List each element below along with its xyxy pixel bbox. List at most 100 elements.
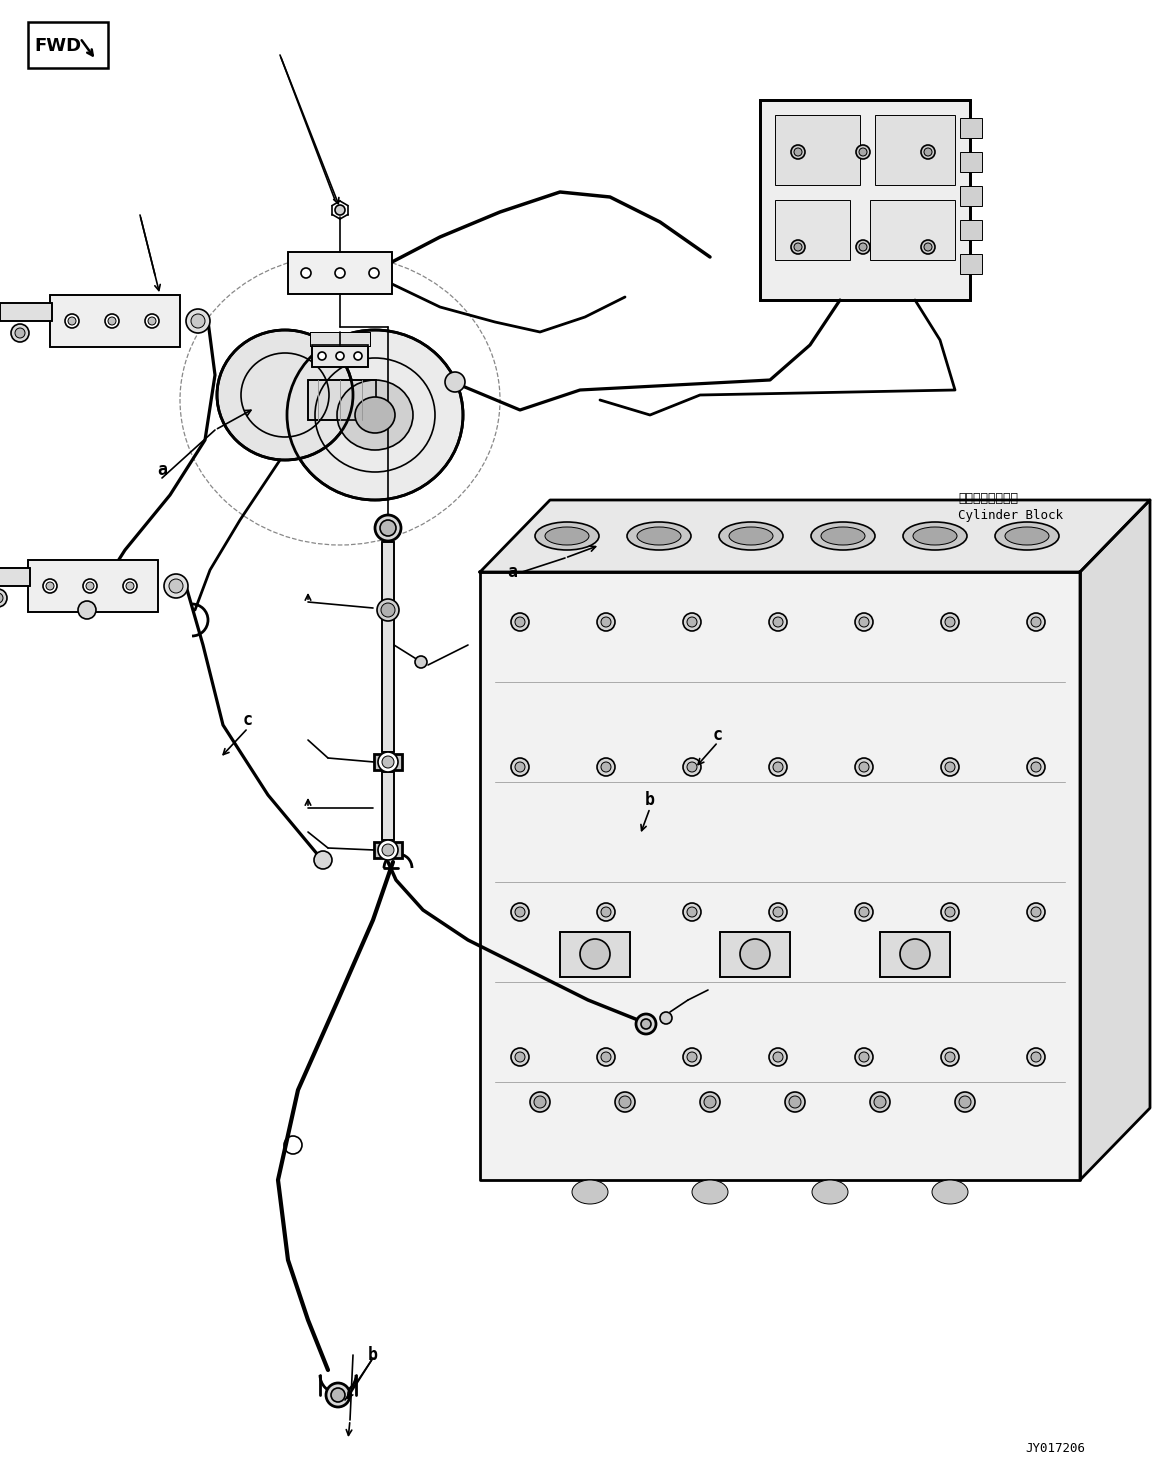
Circle shape: [369, 268, 379, 278]
Bar: [28, 559, 158, 612]
Circle shape: [511, 902, 529, 921]
Circle shape: [186, 309, 211, 333]
Circle shape: [855, 612, 873, 631]
Circle shape: [683, 902, 701, 921]
Circle shape: [378, 841, 398, 860]
Circle shape: [164, 574, 188, 598]
Circle shape: [597, 902, 615, 921]
Circle shape: [941, 612, 959, 631]
Circle shape: [769, 1048, 787, 1066]
Bar: [880, 932, 950, 977]
Circle shape: [511, 758, 529, 776]
Ellipse shape: [337, 380, 413, 450]
Circle shape: [941, 1048, 959, 1066]
Circle shape: [354, 352, 362, 361]
Circle shape: [859, 1052, 869, 1061]
Bar: [775, 115, 859, 185]
Circle shape: [534, 1097, 545, 1108]
Bar: [311, 333, 370, 346]
Circle shape: [515, 907, 525, 917]
Ellipse shape: [811, 523, 875, 551]
Bar: [28, 559, 158, 612]
Circle shape: [859, 907, 869, 917]
Circle shape: [377, 599, 399, 621]
Bar: [720, 932, 790, 977]
Bar: [0, 568, 30, 586]
Circle shape: [145, 314, 159, 328]
Bar: [381, 771, 394, 841]
Circle shape: [859, 617, 869, 627]
Bar: [374, 842, 402, 858]
Bar: [959, 152, 982, 172]
Circle shape: [597, 612, 615, 631]
Bar: [959, 185, 982, 206]
Bar: [0, 568, 30, 586]
Ellipse shape: [821, 527, 865, 545]
Circle shape: [946, 617, 955, 627]
Polygon shape: [1080, 500, 1150, 1181]
Circle shape: [515, 617, 525, 627]
Bar: [381, 542, 394, 752]
Bar: [959, 255, 982, 274]
Bar: [759, 100, 970, 300]
Circle shape: [941, 758, 959, 776]
Circle shape: [687, 1052, 697, 1061]
Text: c: c: [713, 726, 723, 743]
Circle shape: [317, 352, 326, 361]
Circle shape: [855, 1048, 873, 1066]
Circle shape: [1032, 1052, 1041, 1061]
Circle shape: [704, 1097, 716, 1108]
Circle shape: [86, 581, 94, 590]
Polygon shape: [480, 573, 1080, 1181]
Circle shape: [955, 1092, 975, 1111]
Circle shape: [381, 604, 395, 617]
Circle shape: [530, 1092, 550, 1111]
Circle shape: [1027, 758, 1046, 776]
Ellipse shape: [996, 523, 1059, 551]
Circle shape: [856, 240, 870, 255]
Bar: [381, 542, 394, 752]
Circle shape: [15, 328, 24, 339]
Text: シリンダブロック: シリンダブロック: [958, 492, 1018, 505]
Ellipse shape: [535, 523, 599, 551]
Text: Cylinder Block: Cylinder Block: [958, 509, 1063, 523]
Bar: [0, 303, 52, 321]
Circle shape: [123, 578, 137, 593]
Circle shape: [326, 1384, 350, 1407]
Circle shape: [856, 146, 870, 159]
Circle shape: [43, 578, 57, 593]
Circle shape: [597, 758, 615, 776]
Bar: [759, 100, 970, 300]
Circle shape: [335, 205, 345, 215]
Circle shape: [875, 1097, 886, 1108]
Ellipse shape: [692, 1181, 728, 1204]
Circle shape: [870, 1092, 890, 1111]
Circle shape: [923, 149, 932, 156]
Circle shape: [336, 352, 344, 361]
Circle shape: [580, 939, 611, 969]
Circle shape: [515, 1052, 525, 1061]
Ellipse shape: [1005, 527, 1049, 545]
Polygon shape: [480, 500, 1150, 573]
Circle shape: [78, 601, 97, 620]
Circle shape: [381, 843, 394, 857]
Circle shape: [859, 243, 866, 252]
Circle shape: [378, 752, 398, 771]
Circle shape: [148, 316, 156, 325]
Circle shape: [511, 612, 529, 631]
Circle shape: [191, 314, 205, 328]
Bar: [50, 294, 180, 347]
Circle shape: [855, 902, 873, 921]
Circle shape: [923, 243, 932, 252]
Text: b: b: [368, 1345, 378, 1365]
Text: FWD: FWD: [35, 37, 81, 54]
Circle shape: [169, 578, 183, 593]
Bar: [312, 344, 368, 367]
Ellipse shape: [729, 527, 773, 545]
Circle shape: [659, 1013, 672, 1025]
Bar: [959, 118, 982, 138]
Circle shape: [683, 612, 701, 631]
Circle shape: [959, 1097, 971, 1108]
Circle shape: [615, 1092, 635, 1111]
Ellipse shape: [719, 523, 783, 551]
